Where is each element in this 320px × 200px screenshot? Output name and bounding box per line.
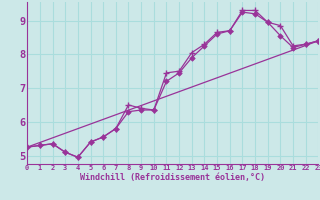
X-axis label: Windchill (Refroidissement éolien,°C): Windchill (Refroidissement éolien,°C) xyxy=(80,173,265,182)
